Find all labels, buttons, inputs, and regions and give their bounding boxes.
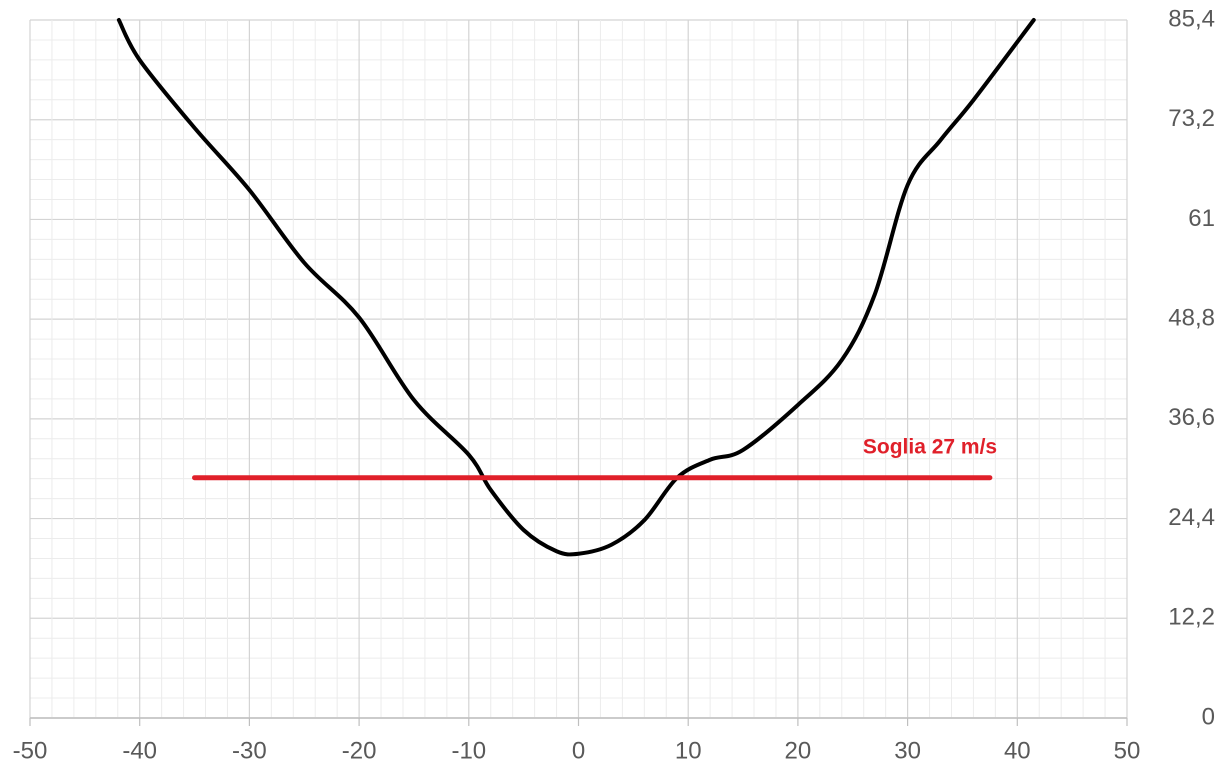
x-tick-label: 20 <box>785 737 812 764</box>
y-tick-label: 0 <box>1202 703 1215 730</box>
x-tick-label: -50 <box>13 737 48 764</box>
x-tick-label: 30 <box>894 737 921 764</box>
y-tick-label: 12,2 <box>1168 604 1215 631</box>
plot-area <box>116 18 1036 557</box>
x-tick-label: -30 <box>232 737 267 764</box>
x-tick-label: 0 <box>572 737 585 764</box>
y-tick-label: 85,4 <box>1168 5 1215 32</box>
x-tick-label: -20 <box>342 737 377 764</box>
y-tick-label: 73,2 <box>1168 105 1215 132</box>
y-tick-label: 48,8 <box>1168 304 1215 331</box>
y-tick-label: 36,6 <box>1168 404 1215 431</box>
x-tick-label: 40 <box>1004 737 1031 764</box>
threshold-label: Soglia 27 m/s <box>863 436 997 459</box>
y-tick-label: 61 <box>1188 205 1215 232</box>
line <box>116 18 1036 557</box>
x-tick-label: 50 <box>1114 737 1141 764</box>
y-tick-label: 24,4 <box>1168 504 1215 531</box>
x-tick-label: 10 <box>675 737 702 764</box>
x-tick-label: -40 <box>122 737 157 764</box>
x-tick-label: -10 <box>451 737 486 764</box>
